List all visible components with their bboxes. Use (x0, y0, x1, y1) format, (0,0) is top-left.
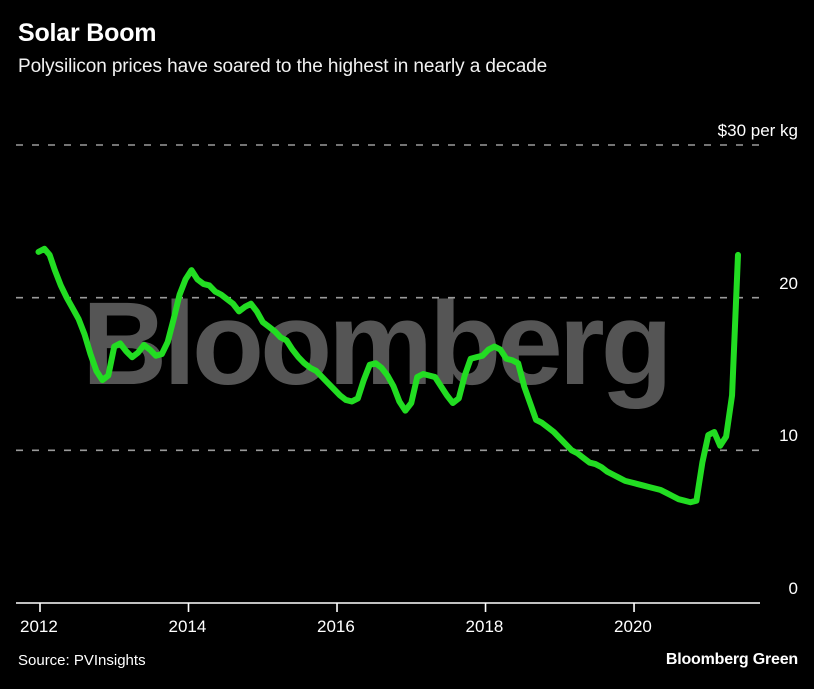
x-axis-label: 2020 (614, 617, 652, 636)
series-layer (35, 245, 741, 506)
x-axis-label: 2016 (317, 617, 355, 636)
x-axis-label: 2014 (168, 617, 207, 636)
brand-note: Bloomberg Green (665, 651, 798, 668)
y-axis-label: 0 (788, 579, 798, 598)
y-axis-label: $30 per kg (717, 121, 798, 140)
source-note: Source: PVInsights (18, 652, 146, 669)
chart-title: Solar Boom (18, 19, 157, 47)
y-axis-label: 20 (779, 273, 798, 293)
series-line (35, 245, 741, 506)
chart-subtitle: Polysilicon prices have soared to the hi… (18, 56, 548, 77)
chart-header: Solar Boom Polysilicon prices have soare… (18, 18, 788, 80)
y-axis-label: 10 (779, 426, 798, 446)
x-axis-ticks (39, 603, 635, 612)
x-axis-label: 2018 (465, 617, 504, 636)
gridlines (16, 144, 760, 452)
x-axis-label: 2012 (20, 617, 58, 636)
